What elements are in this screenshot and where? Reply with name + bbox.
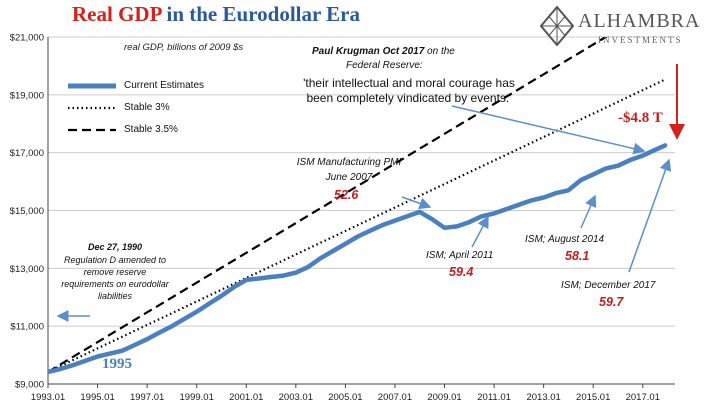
x-tick-label: 2005.01: [328, 392, 362, 403]
ism-2011-value: 59.4: [449, 265, 474, 279]
series-layer: [48, 37, 668, 375]
pmi-2007-arrow: [401, 196, 432, 210]
series-line-stable-3-5-: [48, 37, 608, 373]
x-tick-label: 2015.01: [576, 392, 610, 403]
y-tick-label: $21,000: [10, 33, 44, 44]
x-tick-label: 2003.01: [279, 392, 313, 403]
krugman-arrow: [451, 105, 646, 155]
x-tick-label: 1997.01: [130, 392, 164, 403]
x-tick-label: 1999.01: [180, 392, 214, 403]
series-line-stable-3-: [48, 78, 666, 373]
reg-d-date: Dec 27, 1990: [87, 242, 143, 252]
x-tick-label: 2007.01: [378, 392, 412, 403]
krugman-line2: Federal Reserve:: [346, 60, 423, 71]
x-tick-label: 1993.01: [31, 392, 65, 403]
ism-2014-arrow: [580, 194, 597, 229]
brand-logo: ALHAMBRA INVESTMENTS: [540, 4, 700, 48]
x-tick-label: 2009.01: [427, 392, 461, 403]
chart-subtitle: real GDP, billions of 2009 $s: [124, 42, 244, 53]
y-tick-label: $9,000: [15, 380, 44, 391]
legend-label: Current Estimates: [124, 80, 205, 91]
y-tick-label: $11,000: [10, 322, 44, 333]
y-tick-label: $13,000: [10, 264, 44, 275]
ism-2014-value: 58.1: [565, 249, 590, 263]
gap-label: -$4.8 T: [618, 110, 663, 126]
y-tick-label: $19,000: [10, 90, 44, 101]
krugman-quote: 'their intellectual and moral courage ha…: [303, 76, 515, 105]
ism-2014-label: ISM; August 2014: [525, 234, 605, 245]
pmi-2007-label-2: June 2007: [325, 172, 373, 183]
pmi-2007-label-1: ISM Manufacturing PMI: [296, 157, 402, 168]
legend: Current Estimates Stable 3% Stable 3.5%: [66, 78, 226, 144]
gridlines: [48, 36, 675, 385]
legend-label: Stable 3%: [124, 102, 170, 113]
reg-d-line-3: requirements on eurodollar: [61, 279, 169, 289]
start-year-label: 1995: [102, 356, 132, 372]
y-tick-label: $15,000: [10, 206, 44, 217]
krugman-attribution: Paul Krugman Oct 2017 on the: [312, 46, 455, 57]
title-blue: in the Eurodollar Era: [166, 2, 361, 26]
legend-item-current: Current Estimates: [66, 78, 226, 100]
ism-2011-arrow: [471, 215, 489, 248]
title-red: Real GDP: [72, 2, 162, 26]
ism-2011-label: ISM; April 2011: [426, 250, 494, 261]
x-tick-label: 1995.01: [80, 392, 114, 403]
annotation-arrows: [56, 64, 685, 322]
chart-title: Real GDP in the Eurodollar Era: [72, 2, 360, 27]
krugman-head: Paul Krugman Oct 2017: [312, 46, 425, 57]
diamond-lattice-icon: [540, 6, 574, 46]
reg-d-line-4: liabilities: [97, 291, 132, 301]
brand-sub: INVESTMENTS: [598, 35, 683, 45]
reg-d-line-1: Regulation D amended to: [63, 255, 167, 265]
y-tick-label: $17,000: [10, 148, 44, 159]
pmi-2007-value: 52.6: [334, 188, 359, 202]
ism-2017-label: ISM; December 2017: [561, 280, 656, 291]
reg-d-line-2: remove reserve: [83, 267, 147, 277]
x-tick-label: 2017.01: [626, 392, 660, 403]
ism-2017-value: 59.7: [599, 295, 624, 309]
x-tick-label: 2001.01: [229, 392, 263, 403]
series-line-current-estimates: [48, 143, 668, 375]
legend-item-stable-3-5: Stable 3.5%: [66, 122, 226, 144]
axes: $9,000 $11,000 $13,000 $15,000 $17,000 $19,00…: [10, 33, 675, 403]
x-tick-label: 2011.01: [477, 392, 511, 403]
legend-item-stable-3: Stable 3%: [66, 100, 226, 122]
x-tick-label: 2013.01: [526, 392, 560, 403]
legend-label: Stable 3.5%: [124, 124, 178, 135]
brand-name: ALHAMBRA: [578, 10, 701, 32]
krugman-tail: on the: [427, 46, 455, 57]
ism-2017-arrow: [628, 158, 672, 273]
